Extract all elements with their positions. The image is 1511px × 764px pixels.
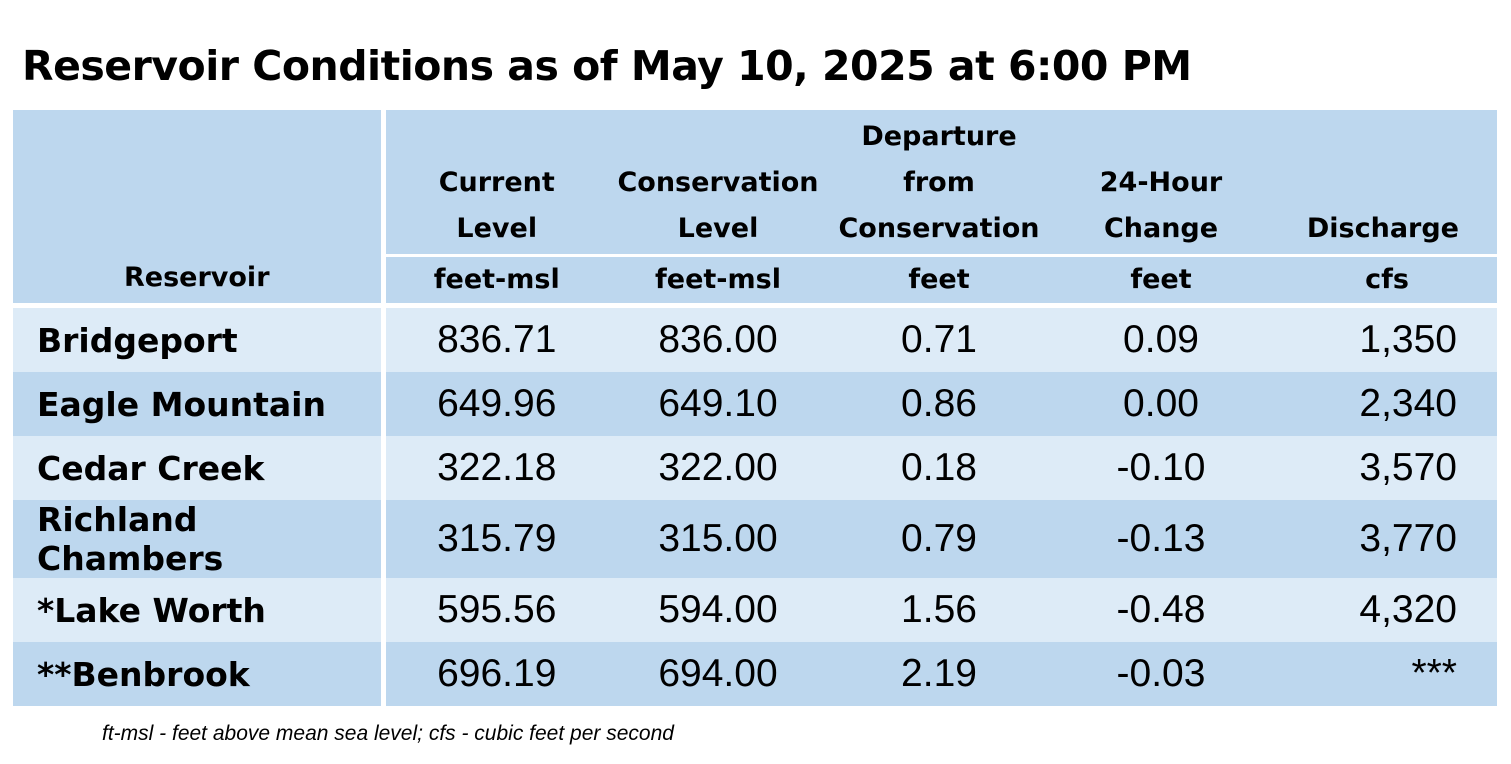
change-24h-value: -0.10 <box>1050 436 1272 500</box>
conservation-level-value: 836.00 <box>608 303 828 372</box>
header-unit-row: feet-msl feet-msl feet feet cfs <box>13 254 1497 306</box>
discharge-value: *** <box>1272 642 1497 706</box>
conservation-level-value: 694.00 <box>608 642 828 706</box>
reservoir-name: Bridgeport <box>13 303 386 372</box>
change-24h-value: 0.00 <box>1050 372 1272 436</box>
departure-value: 0.71 <box>828 303 1050 372</box>
unit-departure: feet <box>828 254 1050 306</box>
header-reservoir: Reservoir <box>13 110 386 306</box>
current-level-value: 649.96 <box>383 372 608 436</box>
conservation-level-value: 315.00 <box>608 500 828 578</box>
discharge-value: 3,770 <box>1272 500 1497 578</box>
unit-24h-change: feet <box>1050 254 1272 306</box>
unit-current-level: feet-msl <box>383 254 608 306</box>
discharge-value: 2,340 <box>1272 372 1497 436</box>
table-body: Bridgeport 836.71 836.00 0.71 0.09 1,350… <box>13 303 1497 706</box>
current-level-value: 595.56 <box>383 578 608 642</box>
departure-value: 0.18 <box>828 436 1050 500</box>
table-row: Cedar Creek 322.18 322.00 0.18 -0.10 3,5… <box>13 436 1497 500</box>
conservation-level-value: 322.00 <box>608 436 828 500</box>
current-level-value: 322.18 <box>383 436 608 500</box>
table-row: *Lake Worth 595.56 594.00 1.56 -0.48 4,3… <box>13 578 1497 642</box>
header-24h-change: 24-Hour Change <box>1050 110 1272 256</box>
conservation-level-value: 649.10 <box>608 372 828 436</box>
reservoir-name: Cedar Creek <box>13 436 386 500</box>
table-header: Reservoir Current Level Conservation Lev… <box>13 110 1497 306</box>
current-level-value: 836.71 <box>383 303 608 372</box>
table-row: Richland Chambers 315.79 315.00 0.79 -0.… <box>13 500 1497 578</box>
change-24h-value: -0.03 <box>1050 642 1272 706</box>
header-current-level: Current Level <box>383 110 608 256</box>
header-conservation-level: Conservation Level <box>608 110 828 256</box>
header-label-row: Reservoir Current Level Conservation Lev… <box>13 110 1497 306</box>
footnote: ft-msl - feet above mean sea level; cfs … <box>102 722 674 745</box>
change-24h-value: -0.13 <box>1050 500 1272 578</box>
departure-value: 2.19 <box>828 642 1050 706</box>
reservoir-name: Richland Chambers <box>13 500 386 578</box>
conservation-level-value: 594.00 <box>608 578 828 642</box>
table-row: **Benbrook 696.19 694.00 2.19 -0.03 *** <box>13 642 1497 706</box>
discharge-value: 1,350 <box>1272 303 1497 372</box>
reservoir-name: Eagle Mountain <box>13 372 386 436</box>
current-level-value: 696.19 <box>383 642 608 706</box>
unit-conservation-level: feet-msl <box>608 254 828 306</box>
page-title: Reservoir Conditions as of May 10, 2025 … <box>22 42 1192 90</box>
reservoir-name: **Benbrook <box>13 642 386 706</box>
header-discharge: Discharge <box>1272 110 1497 256</box>
departure-value: 1.56 <box>828 578 1050 642</box>
departure-value: 0.86 <box>828 372 1050 436</box>
change-24h-value: 0.09 <box>1050 303 1272 372</box>
reservoir-table: Reservoir Current Level Conservation Lev… <box>13 110 1497 706</box>
table-row: Bridgeport 836.71 836.00 0.71 0.09 1,350 <box>13 303 1497 372</box>
change-24h-value: -0.48 <box>1050 578 1272 642</box>
unit-discharge: cfs <box>1272 254 1497 306</box>
current-level-value: 315.79 <box>383 500 608 578</box>
departure-value: 0.79 <box>828 500 1050 578</box>
reservoir-name: *Lake Worth <box>13 578 386 642</box>
discharge-value: 4,320 <box>1272 578 1497 642</box>
table-row: Eagle Mountain 649.96 649.10 0.86 0.00 2… <box>13 372 1497 436</box>
header-departure: Departure from Conservation <box>828 110 1050 256</box>
discharge-value: 3,570 <box>1272 436 1497 500</box>
